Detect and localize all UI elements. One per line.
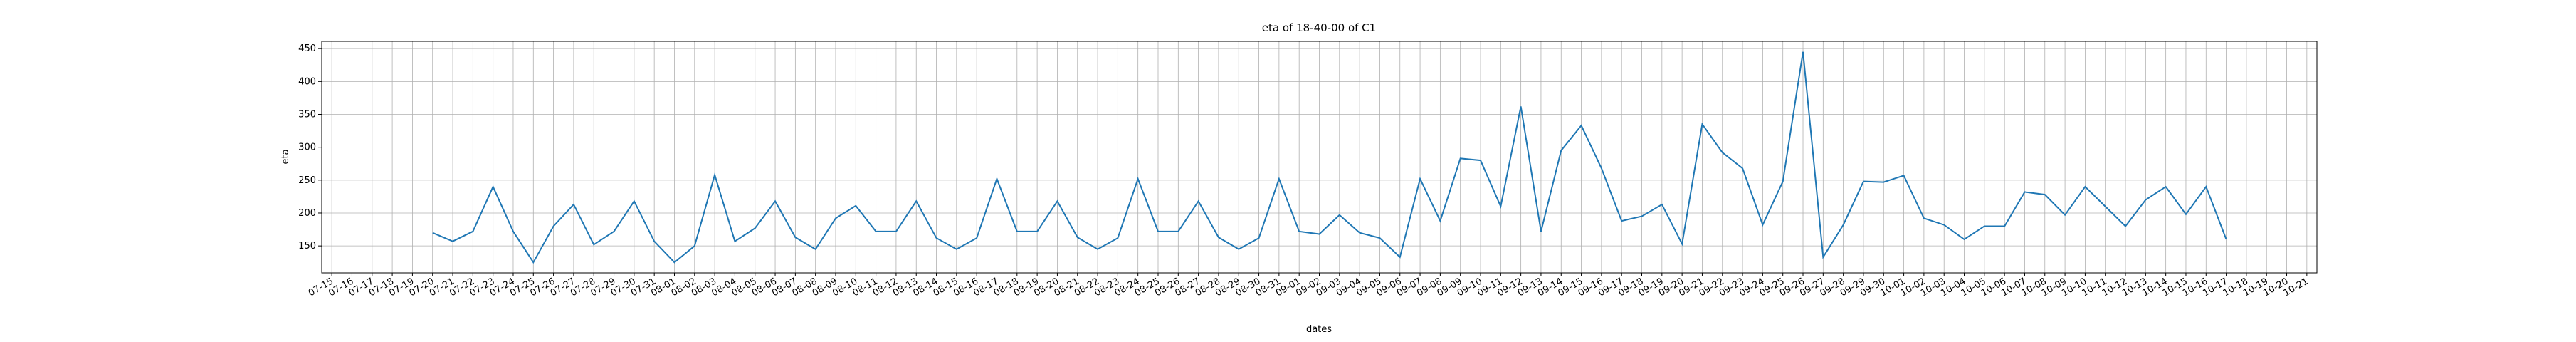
y-tick-label: 350 — [298, 109, 316, 120]
y-tick-label: 150 — [298, 241, 316, 252]
y-tick-label: 250 — [298, 175, 316, 186]
y-tick-label: 400 — [298, 76, 316, 87]
y-tick-label: 300 — [298, 142, 316, 153]
y-tick-label: 450 — [298, 43, 316, 54]
plot-frame — [321, 41, 2318, 274]
data-line — [432, 51, 2227, 264]
x-axis-label: dates — [1306, 324, 1332, 335]
chart-title: eta of 18-40-00 of C1 — [1262, 21, 1376, 34]
y-tick-label: 200 — [298, 208, 316, 219]
y-axis-label: eta — [280, 149, 291, 164]
